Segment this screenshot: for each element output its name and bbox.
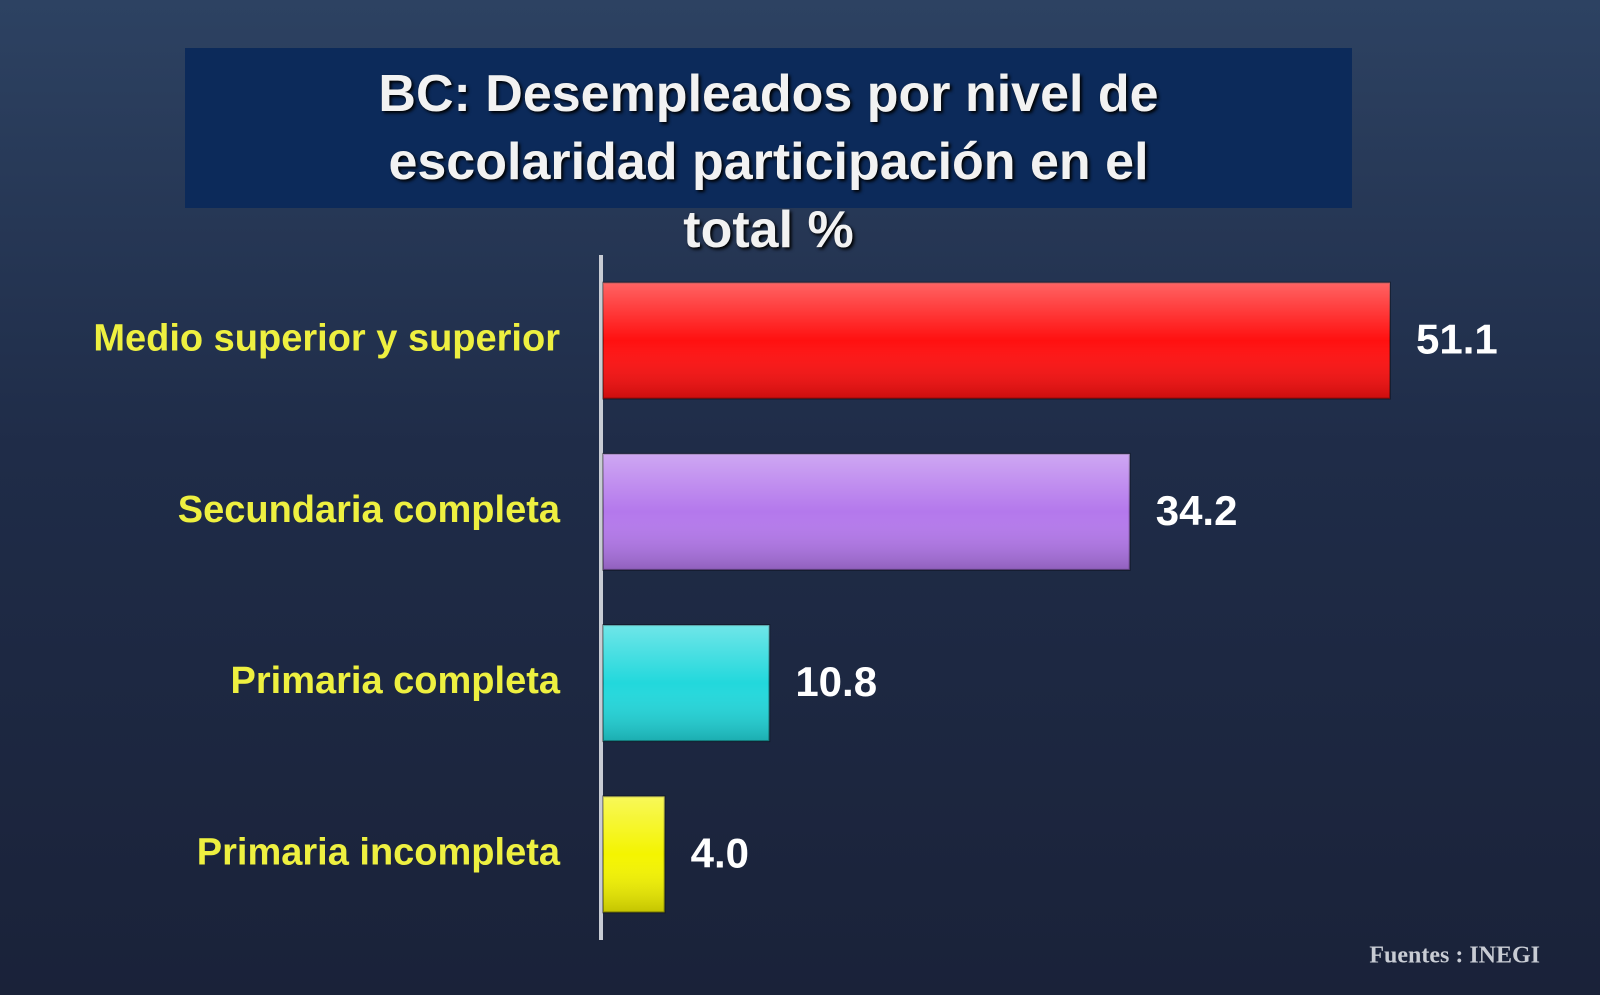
bar — [602, 452, 1131, 571]
category-label: Primaria completa — [231, 660, 561, 702]
bar — [602, 795, 666, 914]
bar — [602, 281, 1391, 400]
value-label: 34.2 — [1156, 487, 1238, 534]
category-label: Medio superior y superior — [93, 318, 560, 360]
bar — [602, 624, 771, 743]
category-label: Secundaria completa — [178, 489, 561, 531]
category-label: Primaria incompleta — [197, 831, 561, 873]
chart-title: BC: Desempleados por nivel de escolarida… — [185, 48, 1352, 259]
value-label: 4.0 — [691, 829, 749, 876]
value-label: 51.1 — [1416, 316, 1498, 363]
value-label: 10.8 — [795, 658, 877, 705]
source: Fuentes : INEGI — [1369, 943, 1540, 969]
